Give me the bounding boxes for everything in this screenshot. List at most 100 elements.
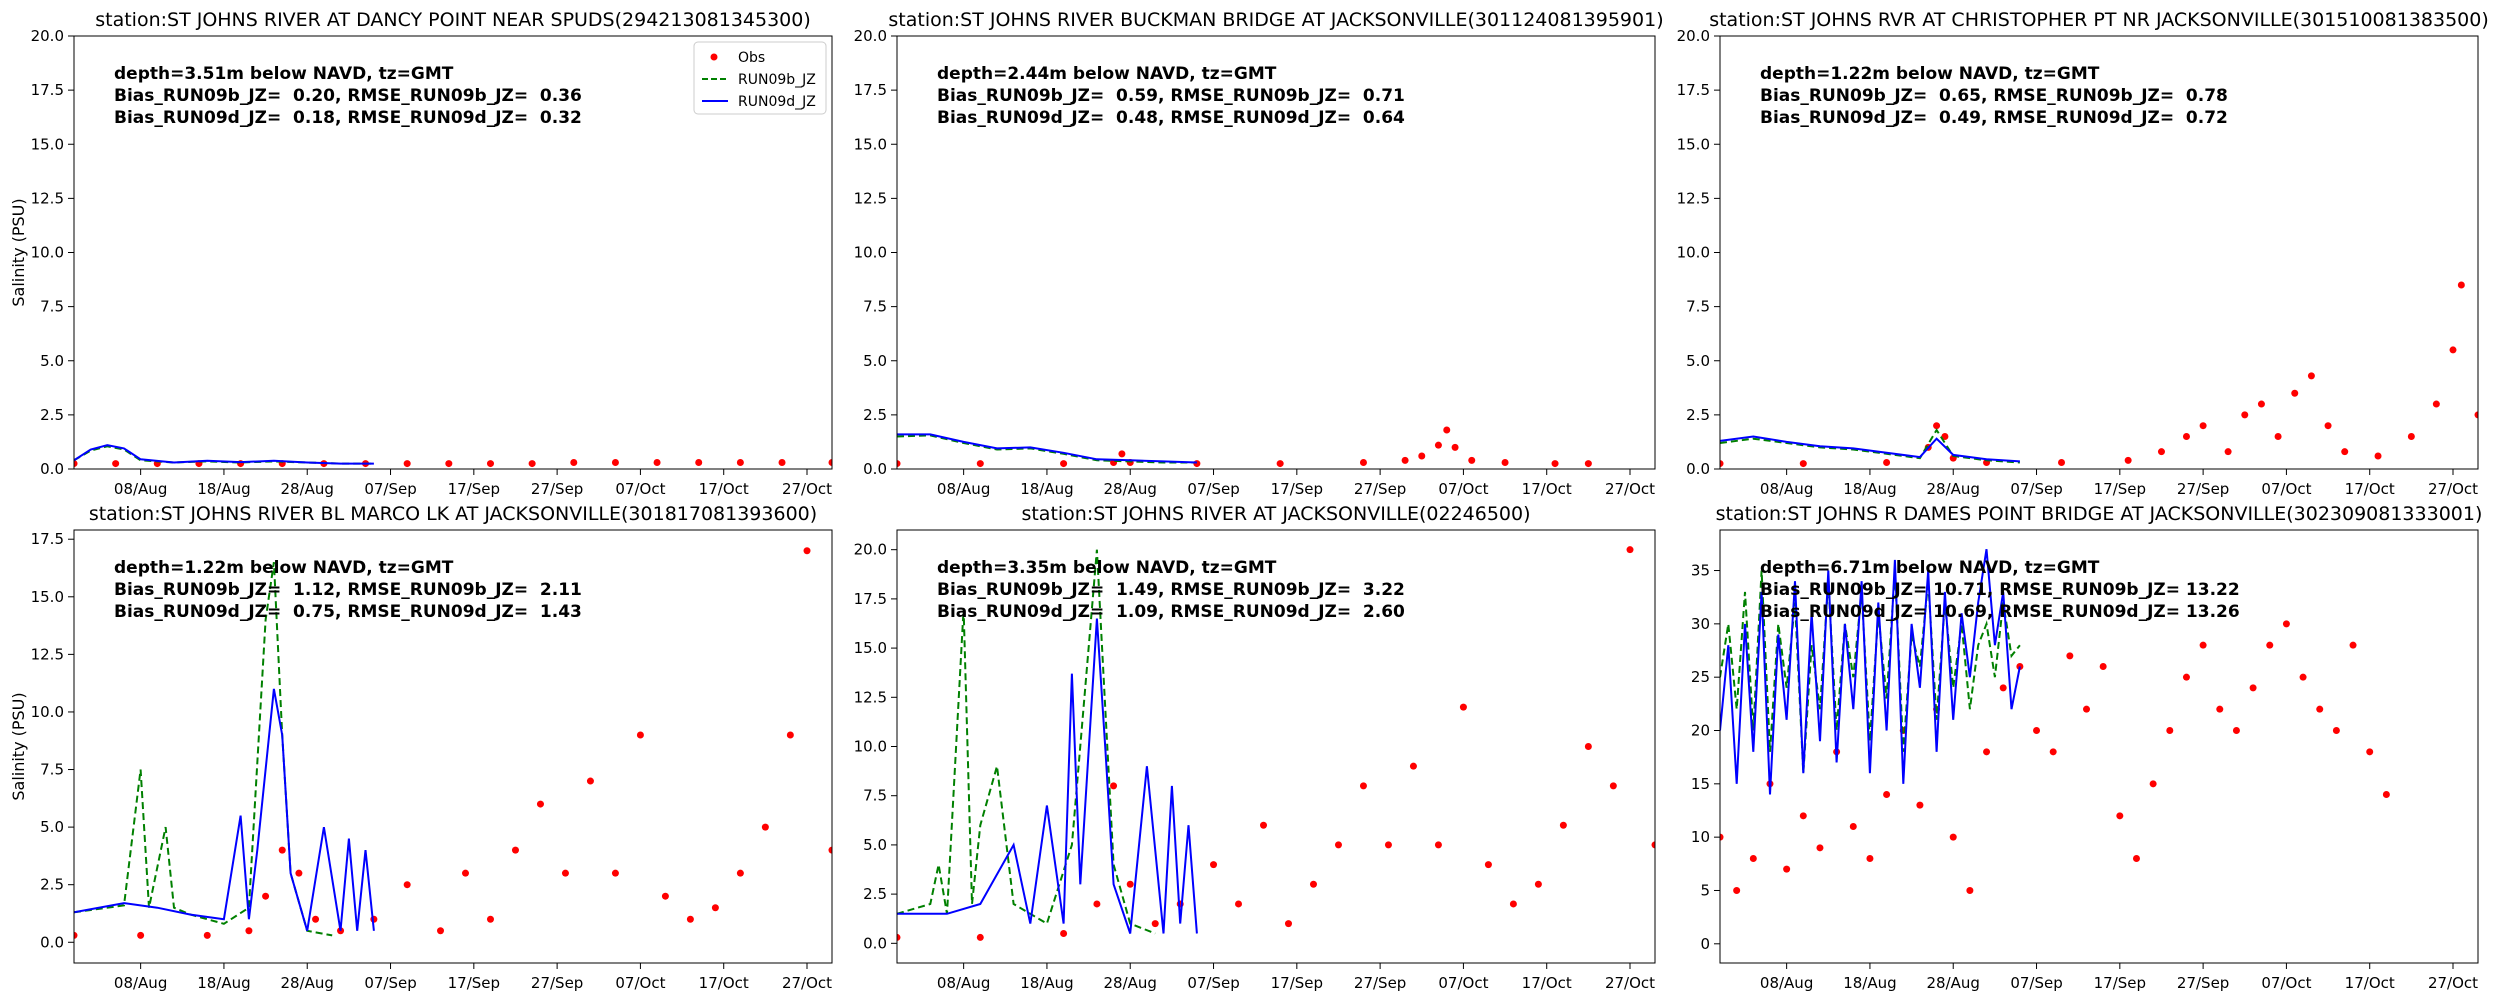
y-tick-label: 2.5	[863, 406, 887, 424]
chart-title: station:ST JOHNS R DAMES POINT BRIDGE AT…	[1716, 503, 2483, 525]
obs-point	[1235, 900, 1243, 908]
obs-point	[570, 459, 578, 467]
y-axis-label: Salinity (PSU)	[9, 692, 28, 800]
obs-point	[461, 869, 469, 877]
y-axis-label: Salinity (PSU)	[9, 198, 28, 306]
obs-point	[778, 459, 786, 467]
plot-area	[897, 546, 1655, 941]
obs-point	[445, 460, 453, 468]
axes-frame	[73, 529, 833, 964]
y-tick-label: 10	[1691, 828, 1710, 846]
x-tick-label: 17/Oct	[699, 974, 749, 992]
x-tick-label: 18/Aug	[1843, 974, 1896, 992]
stats-annotation-line: Bias_RUN09b_JZ= 0.65, RMSE_RUN09b_JZ= 0.…	[1760, 86, 2228, 106]
x-tick-label: 28/Aug	[281, 974, 334, 992]
legend-entry-label: RUN09d_JZ	[738, 94, 816, 110]
x-tick-label: 08/Aug	[937, 974, 990, 992]
obs-point	[1799, 460, 1807, 468]
plot-area	[74, 547, 832, 939]
y-tick-label: 12.5	[31, 645, 64, 663]
x-tick-label: 08/Aug	[937, 480, 990, 498]
obs-point	[295, 869, 303, 877]
y-tick-label: 0.0	[1686, 460, 1710, 478]
x-tick-label: 07/Sep	[2010, 480, 2062, 498]
chart-panel: station:ST JOHNS RIVER BUCKMAN BRIDGE AT…	[854, 9, 1664, 498]
x-tick-label: 08/Aug	[114, 974, 167, 992]
obs-point	[1933, 422, 1941, 430]
x-tick-label: 28/Aug	[1927, 480, 1980, 498]
x-tick-label: 27/Sep	[2177, 974, 2229, 992]
x-tick-label: 17/Sep	[1271, 974, 1323, 992]
obs-point	[2216, 705, 2224, 713]
obs-point	[2274, 433, 2282, 441]
y-tick-label: 10.0	[31, 703, 64, 721]
x-tick-label: 08/Aug	[1760, 480, 1813, 498]
obs-point	[2307, 372, 2315, 380]
obs-point	[1501, 459, 1509, 467]
obs-point	[803, 547, 811, 555]
y-tick-label: 5.0	[863, 836, 887, 854]
obs-point	[1210, 861, 1218, 869]
y-tick-label: 0.0	[863, 460, 887, 478]
obs-point	[1584, 743, 1592, 750]
obs-point	[1359, 459, 1367, 467]
y-tick-label: 20.0	[1677, 27, 1710, 45]
axes-frame	[896, 529, 1656, 964]
x-tick-label: 18/Aug	[197, 480, 250, 498]
y-tick-label: 7.5	[1686, 298, 1710, 316]
legend-obs-marker	[710, 53, 718, 61]
obs-point	[1816, 844, 1824, 852]
stats-annotation-line: Bias_RUN09b_JZ= 0.59, RMSE_RUN09b_JZ= 0.…	[937, 86, 1405, 106]
obs-point	[1409, 762, 1417, 770]
chart-panel: station:ST JOHNS RIVER AT JACKSONVILLE(0…	[854, 503, 1656, 992]
obs-point	[1260, 821, 1268, 829]
obs-point	[1118, 450, 1126, 458]
obs-point	[1401, 456, 1409, 464]
obs-point	[1334, 841, 1342, 849]
obs-point	[2116, 812, 2124, 820]
y-tick-label: 17.5	[31, 81, 64, 99]
obs-point	[2457, 281, 2465, 289]
stats-annotation-line: Bias_RUN09d_JZ= 10.69, RMSE_RUN09d_JZ= 1…	[1760, 602, 2240, 622]
x-tick-label: 17/Oct	[699, 480, 749, 498]
obs-point	[2166, 727, 2174, 735]
x-tick-label: 07/Sep	[1187, 480, 1239, 498]
plot-area	[74, 444, 832, 468]
obs-point	[2199, 422, 2207, 430]
obs-point	[2432, 400, 2440, 408]
y-tick-label: 15.0	[31, 588, 64, 606]
x-tick-label: 18/Aug	[1020, 974, 1073, 992]
obs-point	[2324, 422, 2332, 430]
legend-entry-label: Obs	[738, 50, 765, 66]
y-tick-label: 0.0	[40, 460, 64, 478]
x-tick-label: 08/Aug	[114, 480, 167, 498]
run09d-series-line	[1720, 549, 2021, 795]
y-tick-label: 5.0	[40, 352, 64, 370]
obs-point	[278, 846, 286, 854]
x-tick-label: 18/Aug	[1020, 480, 1073, 498]
chart-title: station:ST JOHNS RVR AT CHRISTOPHER PT N…	[1709, 9, 2489, 31]
obs-point	[1284, 920, 1292, 928]
y-tick-label: 20.0	[854, 541, 887, 559]
chart-title: station:ST JOHNS RIVER BUCKMAN BRIDGE AT…	[888, 9, 1663, 31]
obs-point	[2124, 456, 2132, 464]
y-tick-label: 30	[1691, 615, 1710, 633]
x-tick-label: 17/Sep	[1271, 480, 1323, 498]
y-tick-label: 15.0	[1677, 135, 1710, 153]
chart-title: station:ST JOHNS RIVER AT JACKSONVILLE(0…	[1021, 503, 1530, 525]
y-tick-label: 15.0	[854, 639, 887, 657]
obs-point	[437, 927, 445, 935]
y-tick-label: 20.0	[31, 27, 64, 45]
x-tick-label: 17/Oct	[2345, 974, 2395, 992]
obs-point	[2033, 727, 2041, 735]
obs-point	[2241, 411, 2249, 419]
obs-point	[2316, 705, 2324, 713]
stats-annotation-line: Bias_RUN09d_JZ= 0.75, RMSE_RUN09d_JZ= 1.…	[114, 602, 582, 622]
obs-point	[1093, 900, 1101, 908]
run09d-series-line	[74, 444, 374, 465]
stats-annotation-line: depth=1.22m below NAVD, tz=GMT	[114, 558, 454, 578]
y-tick-label: 7.5	[40, 298, 64, 316]
y-tick-label: 20.0	[854, 27, 887, 45]
x-tick-label: 07/Sep	[364, 974, 416, 992]
stats-annotation-line: Bias_RUN09d_JZ= 1.09, RMSE_RUN09d_JZ= 2.…	[937, 602, 1405, 622]
